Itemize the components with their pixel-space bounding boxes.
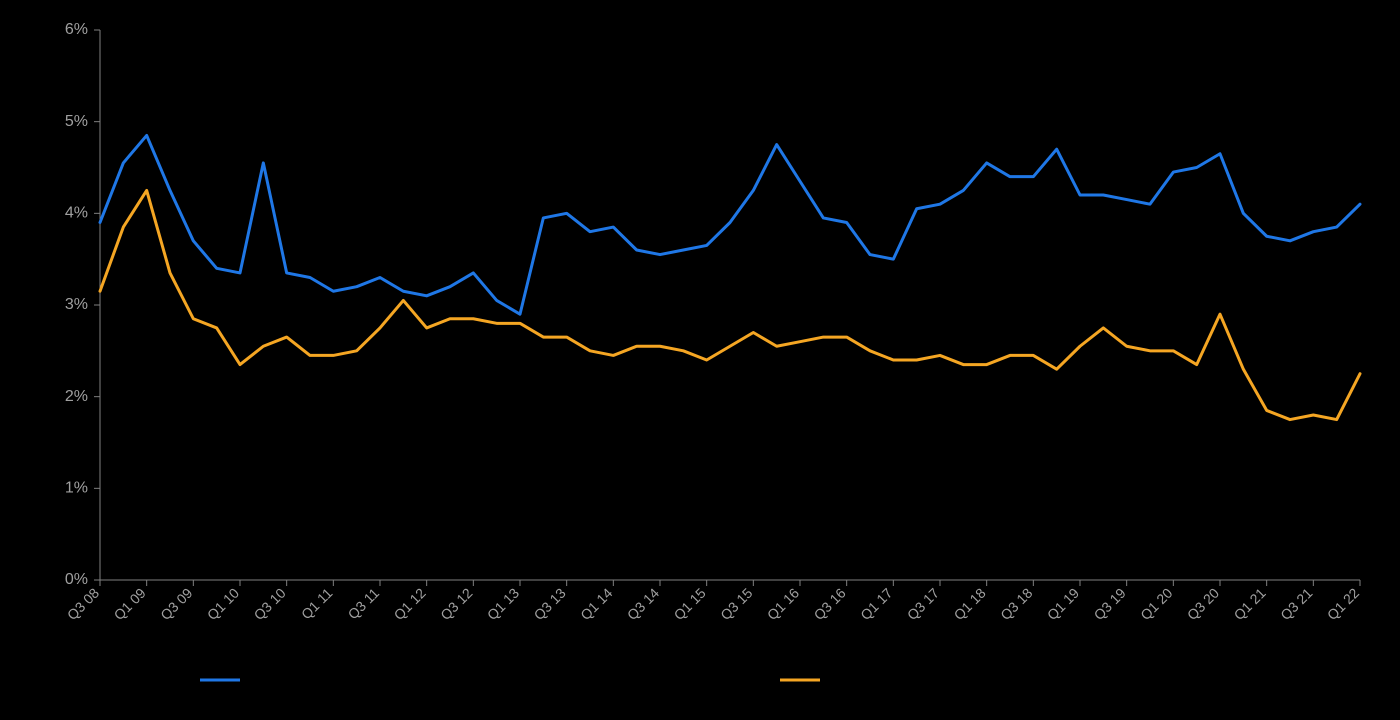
y-tick-label: 0%	[65, 571, 88, 588]
y-tick-label: 6%	[65, 21, 88, 38]
y-tick-label: 3%	[65, 296, 88, 313]
y-tick-label: 5%	[65, 113, 88, 130]
y-tick-label: 2%	[65, 388, 88, 405]
y-tick-label: 1%	[65, 480, 88, 497]
chart-container: 0%1%2%3%4%5%6%Q3 08Q1 09Q3 09Q1 10Q3 10Q…	[0, 0, 1400, 720]
line-chart: 0%1%2%3%4%5%6%Q3 08Q1 09Q3 09Q1 10Q3 10Q…	[0, 0, 1400, 720]
y-tick-label: 4%	[65, 205, 88, 222]
